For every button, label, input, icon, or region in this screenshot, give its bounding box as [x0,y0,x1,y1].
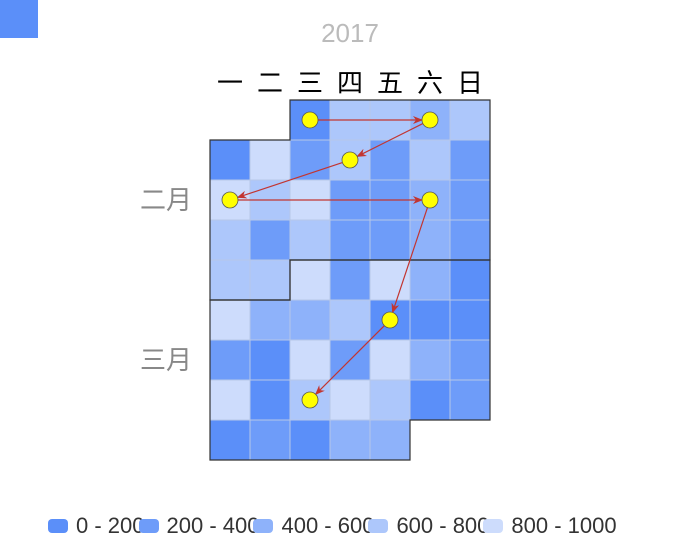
path-point [301,111,319,129]
heatmap-cell [369,139,411,181]
heatmap-cell [449,299,491,341]
heatmap-cell [249,299,291,341]
heatmap-cell [449,139,491,181]
heatmap-cell [329,299,371,341]
heatmap-cell [249,419,291,461]
heatmap-cell [249,139,291,181]
weekday-label: 四 [337,69,363,99]
weekday-label: 二 [257,69,283,99]
heatmap-cell [449,219,491,261]
heatmap-cell [369,339,411,381]
legend-item[interactable]: 600 - 800 [368,513,489,539]
calendar-heatmap-chart: 2017 一二三四五六日 二月三月 [140,18,491,461]
heatmap-cell [329,219,371,261]
legend-item[interactable]: 400 - 600 [253,513,374,539]
heatmap-cell [249,339,291,381]
month-label: 三月 [140,346,192,376]
heatmap-cell [409,259,451,301]
weekday-label: 三 [297,69,323,99]
heatmap-cell [289,339,331,381]
path-point [381,311,399,329]
heatmap-cell [249,379,291,421]
heatmap-cell [209,299,251,341]
legend-swatch [368,519,389,533]
heatmap-cell [209,339,251,381]
heatmap-cell [369,419,411,461]
heatmap-cell [209,379,251,421]
heatmap-cell [289,259,331,301]
heatmap-cell [289,419,331,461]
heatmap-cell [329,419,371,461]
heatmap-cell [449,179,491,221]
legend-label: 600 - 800 [396,513,490,538]
heatmap-cell [369,379,411,421]
heatmap-cell [289,299,331,341]
heatmap-cell [369,259,411,301]
heatmap-cell [369,219,411,261]
weekday-label: 一 [217,69,243,99]
weekday-label: 五 [377,69,403,99]
heatmap-cell [409,139,451,181]
month-outline-march [209,259,491,461]
heatmap-cell [289,139,331,181]
heatmap-cell [249,219,291,261]
heatmap-cell [209,139,251,181]
path-point [421,111,439,129]
legend-label: 400 - 600 [281,513,375,538]
path-arrow [391,207,429,314]
path-arrow [356,123,424,157]
path-point [301,391,319,409]
legend-item[interactable]: 200 - 400 [138,513,260,539]
heatmap-cell [409,219,451,261]
heatmap-cell [449,379,491,421]
chart-title: 2017 [321,18,379,48]
heatmap-cell [449,259,491,301]
legend-swatch [253,519,274,533]
path-point [221,191,239,209]
legend: 0 - 200 200 - 400 400 - 600 600 - 800 800 - … [48,512,617,540]
heatmap-cell [289,219,331,261]
heatmap-cell [449,99,491,141]
heatmap-cell [409,339,451,381]
path-point [421,191,439,209]
legend-item[interactable]: 800 - 1000 [483,513,617,539]
legend-label: 200 - 400 [166,513,260,538]
month-label: 二月 [140,186,192,216]
heatmap-cell [449,339,491,381]
legend-item[interactable]: 0 - 200 [48,513,145,539]
legend-swatch [48,519,68,533]
legend-label: 0 - 200 [76,513,145,538]
heatmap-cell [209,259,251,301]
path-arrow [314,325,385,396]
heatmap-cell [329,259,371,301]
legend-swatch [138,519,159,533]
heatmap-cell [209,219,251,261]
legend-swatch [483,519,504,533]
legend-label: 800 - 1000 [511,513,617,538]
path-arrow [236,161,343,199]
heatmap-cell [209,419,251,461]
weekday-label: 六 [417,69,443,99]
heatmap-cell [329,379,371,421]
heatmap-cell [249,259,291,301]
heatmap-cell [409,299,451,341]
weekday-label: 日 [457,69,483,99]
path-point [341,151,359,169]
corner-color-block [0,0,38,38]
heatmap-cell [409,379,451,421]
